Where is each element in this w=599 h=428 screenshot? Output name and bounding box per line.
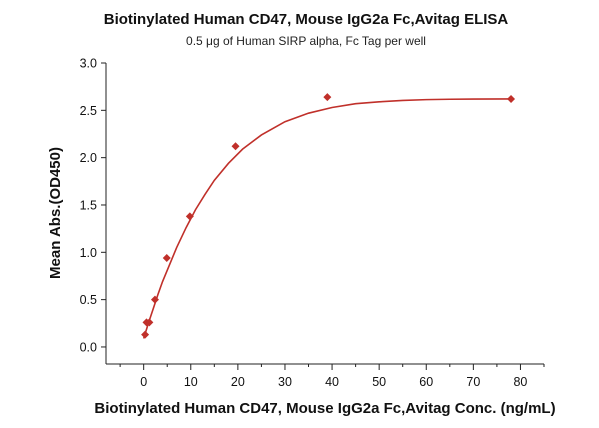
y-ticks: 0.0 0.5 1.0 1.5 2.0 2.5 3.0 (80, 57, 106, 354)
x-tick-label: 0 (140, 375, 147, 389)
x-tick-label: 20 (231, 375, 245, 389)
data-point (162, 253, 171, 262)
y-tick-label: 0.5 (80, 293, 97, 307)
x-tick-label: 70 (466, 375, 480, 389)
y-tick-label: 1.5 (80, 198, 97, 212)
data-point (323, 93, 332, 102)
data-point (507, 94, 516, 103)
y-tick-label: 0.0 (80, 340, 97, 354)
y-tick-label: 2.5 (80, 104, 97, 118)
x-ticks: 0 10 20 30 40 50 60 70 80 (119, 364, 545, 389)
y-tick-label: 3.0 (80, 57, 97, 71)
data-point (145, 318, 154, 327)
fit-curve (142, 98, 512, 339)
x-tick-label: 30 (278, 375, 292, 389)
y-axis-label: Mean Abs.(OD450) (47, 147, 64, 279)
data-point (150, 295, 159, 304)
x-tick-label: 60 (419, 375, 433, 389)
x-tick-label: 40 (325, 375, 339, 389)
x-tick-label: 50 (372, 375, 386, 389)
data-point (185, 212, 194, 221)
data-point (231, 142, 240, 151)
data-points (141, 93, 516, 339)
chart-subtitle: 0.5 μg of Human SIRP alpha, Fc Tag per w… (186, 34, 426, 48)
chart-title: Biotinylated Human CD47, Mouse IgG2a Fc,… (104, 11, 509, 28)
data-point (141, 330, 150, 339)
x-tick-label: 10 (184, 375, 198, 389)
x-tick-label: 80 (513, 375, 527, 389)
y-tick-label: 2.0 (80, 151, 97, 165)
x-axis-label: Biotinylated Human CD47, Mouse IgG2a Fc,… (94, 400, 555, 417)
y-tick-label: 1.0 (80, 246, 97, 260)
